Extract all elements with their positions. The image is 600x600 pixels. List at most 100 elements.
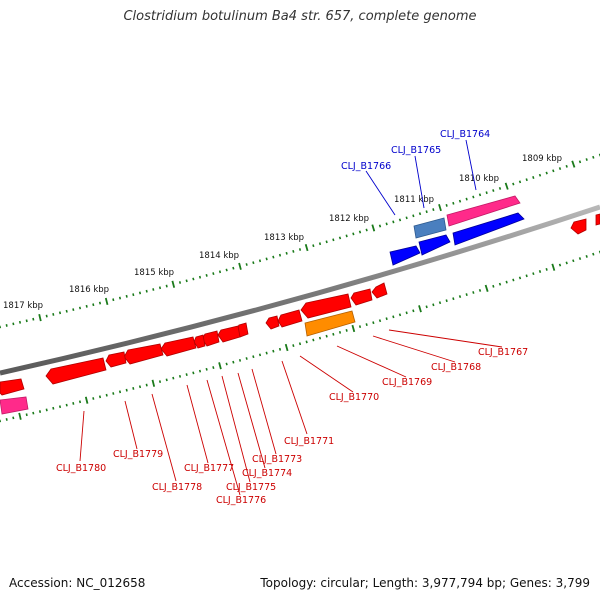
minor-tick [132, 387, 135, 390]
minor-tick [318, 242, 322, 246]
gene-blue-forward-2[interactable] [418, 234, 451, 256]
minor-tick [185, 279, 188, 283]
major-tick [238, 262, 242, 270]
minor-tick [78, 400, 82, 404]
gene-CLJ_B1769[interactable] [300, 293, 352, 319]
minor-tick [365, 323, 368, 327]
minor-tick [238, 359, 242, 362]
minor-tick [352, 232, 355, 236]
major-tick [504, 182, 509, 190]
minor-tick [312, 338, 315, 342]
gene-label-CLJ_B1765: CLJ_B1765 [391, 145, 441, 156]
minor-tick [145, 383, 148, 387]
major-tick [438, 203, 442, 212]
major-tick [284, 343, 289, 352]
minor-tick [592, 155, 595, 159]
genome-backbone [0, 204, 600, 376]
gene-CLJ_B1779[interactable] [105, 351, 127, 368]
gene-CLJ_B1764-rna[interactable] [446, 195, 521, 227]
minor-tick [292, 344, 295, 348]
gene-CLJ_B1780[interactable] [45, 357, 107, 385]
minor-tick [445, 203, 448, 207]
gene-CLJ_B1766[interactable] [389, 245, 421, 266]
gene-red-small-1771b[interactable] [265, 315, 280, 330]
minor-tick [432, 208, 435, 212]
minor-tick [545, 267, 548, 271]
major-tick [418, 305, 422, 313]
minor-tick [92, 397, 95, 400]
minor-tick [378, 224, 382, 228]
minor-tick [78, 306, 82, 310]
minor-tick [405, 216, 408, 220]
minor-tick [72, 402, 75, 405]
gene-red-far-right[interactable] [595, 213, 600, 226]
gene-CLJ_B1774[interactable] [217, 325, 241, 343]
minor-tick [165, 284, 168, 288]
minor-tick [165, 378, 168, 382]
minor-tick [272, 255, 275, 259]
minor-tick [65, 309, 68, 313]
major-tick [84, 396, 89, 404]
minor-tick [485, 191, 488, 195]
major-tick [218, 362, 222, 370]
minor-tick [198, 369, 202, 373]
major-tick [151, 379, 156, 387]
minor-tick [258, 353, 262, 357]
minor-tick [318, 336, 322, 340]
gene-CLJ_B1778[interactable] [123, 343, 164, 365]
minor-tick [412, 309, 415, 313]
reverse-leader-lines [79, 329, 503, 496]
gene-label-CLJ_B1776: CLJ_B1776 [216, 495, 266, 506]
gene-CLJ_B1768[interactable] [350, 288, 373, 306]
minor-tick [192, 277, 195, 281]
minor-tick [385, 317, 388, 321]
minor-tick [578, 160, 582, 164]
minor-tick [65, 403, 68, 407]
gene-rna-left-edge[interactable] [0, 396, 29, 415]
minor-tick [185, 373, 188, 377]
minor-tick [52, 313, 55, 316]
minor-tick [118, 390, 122, 394]
minor-tick [425, 305, 428, 309]
minor-tick [112, 392, 115, 395]
minor-tick [172, 376, 175, 380]
kbp-label-1809: 1809 kbp [522, 154, 562, 164]
minor-tick [5, 324, 8, 327]
major-tick [171, 280, 176, 288]
minor-tick [212, 366, 215, 370]
major-tick [484, 284, 489, 292]
minor-tick [132, 293, 135, 297]
gene-CLJ_B1770-pseudo[interactable] [304, 310, 356, 337]
minor-tick [58, 311, 62, 315]
minor-tick [92, 303, 95, 307]
minor-tick [32, 411, 35, 415]
gene-label-CLJ_B1768: CLJ_B1768 [431, 362, 481, 373]
kbp-label-1816: 1816 kbp [69, 285, 109, 295]
gene-red-right-edge[interactable] [570, 218, 587, 235]
gene-red-left-edge[interactable] [0, 378, 25, 396]
minor-tick [385, 222, 388, 226]
minor-tick [45, 314, 48, 318]
minor-tick [552, 169, 555, 173]
minor-tick [158, 380, 162, 383]
minor-tick [278, 253, 282, 257]
gene-CLJ_B1767[interactable] [371, 282, 388, 299]
minor-tick [292, 249, 295, 253]
minor-tick [578, 257, 582, 261]
gene-CLJ_B1777[interactable] [160, 336, 197, 357]
minor-tick [325, 334, 328, 338]
minor-tick [25, 319, 28, 323]
minor-tick [372, 321, 375, 325]
minor-tick [452, 201, 455, 205]
gene-CLJ_B1771[interactable] [277, 309, 303, 328]
minor-tick [418, 212, 422, 216]
minor-tick [138, 385, 142, 389]
minor-tick [565, 261, 568, 265]
gene-blue-forward-1[interactable] [452, 212, 525, 246]
minor-tick [458, 199, 462, 203]
major-tick [104, 297, 109, 306]
gene-label-CLJ_B1773: CLJ_B1773 [252, 454, 302, 465]
minor-tick [312, 244, 315, 248]
minor-tick [158, 286, 162, 290]
gene-CLJ_B1765[interactable] [413, 217, 447, 239]
